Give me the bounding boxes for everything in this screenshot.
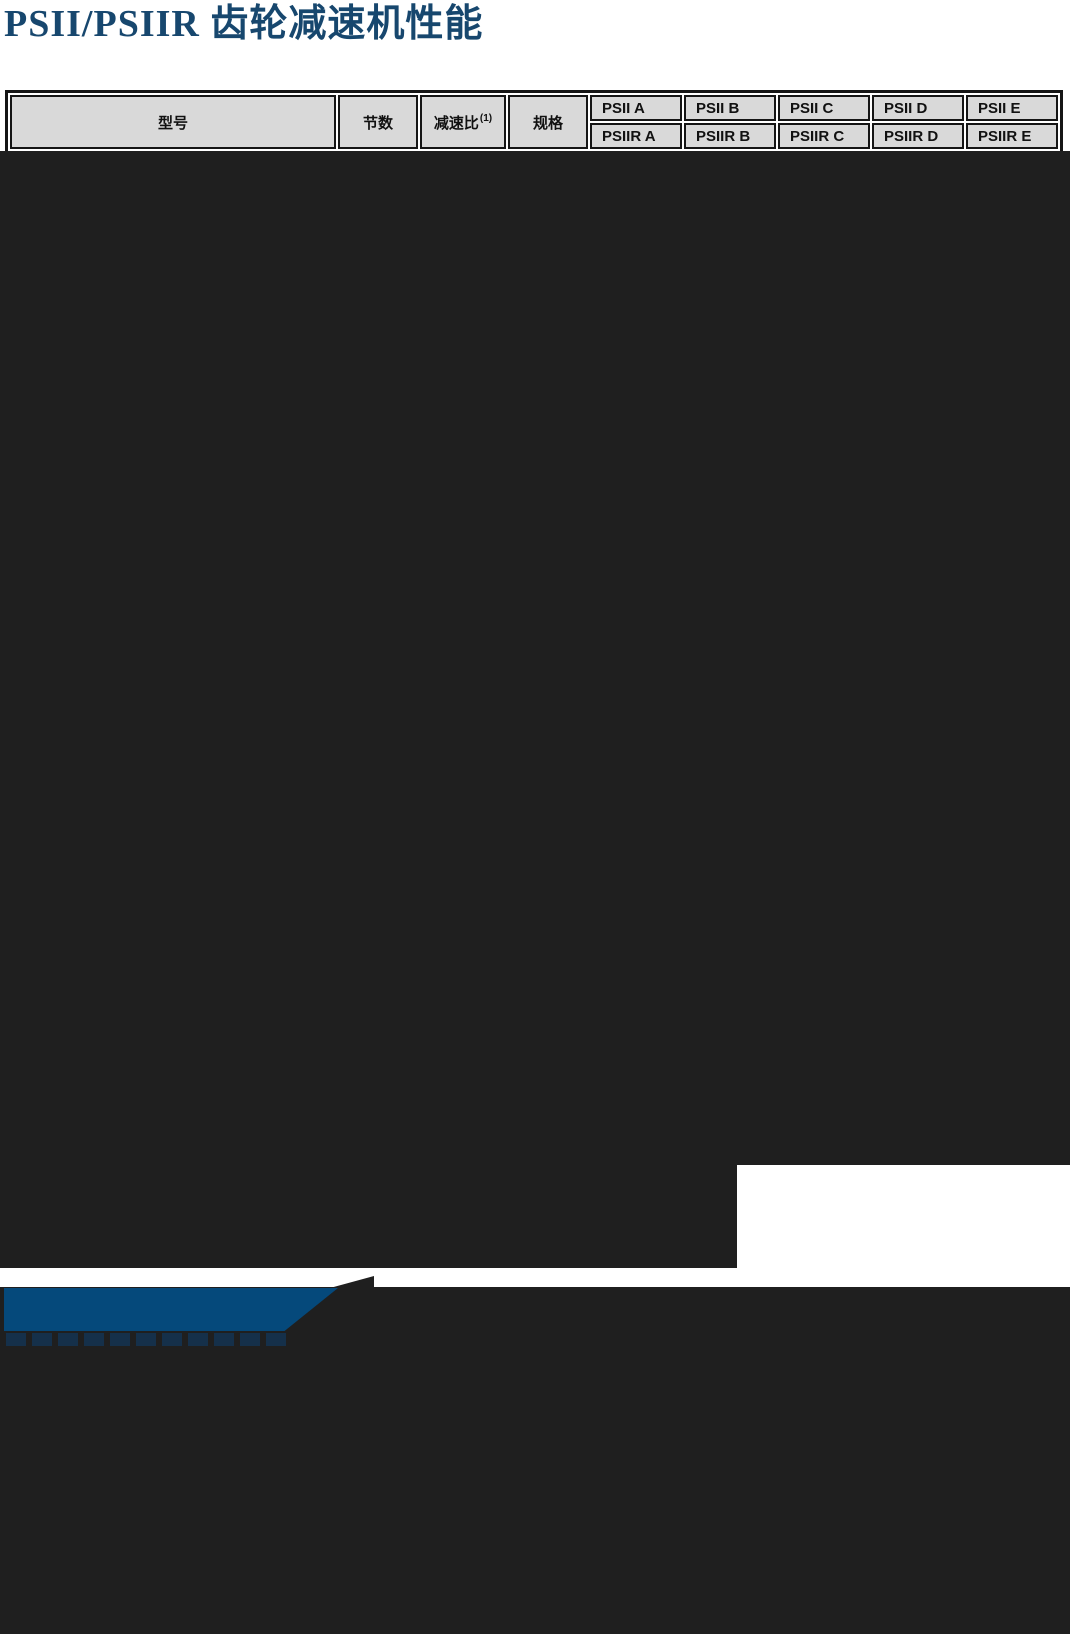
ratio-footnote-marker: (1) <box>479 112 493 124</box>
section-banner-text-shadow <box>6 1333 288 1346</box>
col-header-psiir-c: PSIIR C <box>778 123 870 149</box>
col-header-psii-b: PSII B <box>684 95 776 121</box>
performance-table-header: 型号 节数 减速比 (1) 规格 PSII A PSII B PSII C PSI… <box>5 90 1063 154</box>
col-header-sections: 节数 <box>338 95 418 149</box>
col-header-psii-e: PSII E <box>966 95 1058 121</box>
col-header-psiir-e: PSIIR E <box>966 123 1058 149</box>
table-body-dark-region <box>0 151 1070 1165</box>
col-header-psii-d: PSII D <box>872 95 964 121</box>
page-title: PSII/PSIIR 齿轮减速机性能 <box>4 3 484 45</box>
footnotes-dark-region <box>0 1165 737 1268</box>
col-header-spec: 规格 <box>508 95 588 149</box>
col-header-psiir-d: PSIIR D <box>872 123 964 149</box>
col-header-psii-a: PSII A <box>590 95 682 121</box>
col-header-ratio-label: 减速比 <box>433 114 479 132</box>
col-header-psiir-b: PSIIR B <box>684 123 776 149</box>
col-header-psii-c: PSII C <box>778 95 870 121</box>
col-header-model: 型号 <box>10 95 336 149</box>
col-header-psiir-a: PSIIR A <box>590 123 682 149</box>
col-header-ratio: 减速比 (1) <box>420 95 506 149</box>
section-banner <box>4 1288 338 1331</box>
